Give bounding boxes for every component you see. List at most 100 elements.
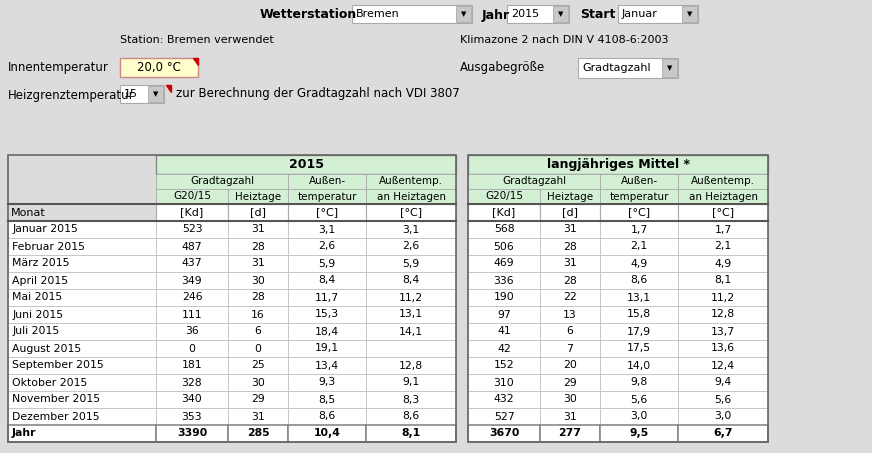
Text: 8,5: 8,5 xyxy=(318,395,336,405)
Text: 17,5: 17,5 xyxy=(627,343,651,353)
Text: 469: 469 xyxy=(494,259,514,269)
Bar xyxy=(156,174,288,189)
Text: 3390: 3390 xyxy=(177,429,208,439)
Bar xyxy=(600,391,678,408)
Bar xyxy=(600,255,678,272)
Bar xyxy=(678,323,768,340)
Text: 3,0: 3,0 xyxy=(714,411,732,421)
Bar xyxy=(468,155,768,174)
Bar xyxy=(288,272,366,289)
Text: 11,7: 11,7 xyxy=(315,293,339,303)
Bar xyxy=(600,408,678,425)
Bar xyxy=(468,204,540,221)
Bar xyxy=(682,6,697,22)
Text: 20: 20 xyxy=(563,361,577,371)
Text: 8,1: 8,1 xyxy=(401,429,420,439)
Bar xyxy=(600,323,678,340)
Text: 353: 353 xyxy=(181,411,202,421)
Text: 5,9: 5,9 xyxy=(402,259,419,269)
Text: ▼: ▼ xyxy=(153,91,159,97)
Text: 20,0 °C: 20,0 °C xyxy=(137,61,181,73)
Bar xyxy=(618,5,698,23)
Bar xyxy=(156,189,228,204)
Text: Mai 2015: Mai 2015 xyxy=(12,293,62,303)
Text: 349: 349 xyxy=(181,275,202,285)
Bar xyxy=(540,289,600,306)
Text: 9,1: 9,1 xyxy=(402,377,419,387)
Text: 2,6: 2,6 xyxy=(318,241,336,251)
Bar xyxy=(228,238,288,255)
Text: 8,1: 8,1 xyxy=(714,275,732,285)
Text: 2,1: 2,1 xyxy=(630,241,648,251)
Text: temperatur: temperatur xyxy=(297,192,357,202)
Bar xyxy=(678,255,768,272)
Text: [°C]: [°C] xyxy=(400,207,422,217)
Text: 9,5: 9,5 xyxy=(630,429,649,439)
Text: 16: 16 xyxy=(251,309,265,319)
Text: Bremen: Bremen xyxy=(356,9,399,19)
Text: 8,3: 8,3 xyxy=(402,395,419,405)
Bar xyxy=(8,340,156,357)
Text: 3,1: 3,1 xyxy=(318,225,336,235)
Text: Monat: Monat xyxy=(11,207,45,217)
Bar xyxy=(228,408,288,425)
Bar xyxy=(540,306,600,323)
Text: 13: 13 xyxy=(563,309,577,319)
Text: 328: 328 xyxy=(181,377,202,387)
Bar xyxy=(366,323,456,340)
Bar xyxy=(600,204,678,221)
Text: 15,8: 15,8 xyxy=(627,309,651,319)
Text: 31: 31 xyxy=(563,225,577,235)
Bar xyxy=(366,340,456,357)
Text: 8,6: 8,6 xyxy=(630,275,648,285)
Text: 42: 42 xyxy=(497,343,511,353)
Text: Februar 2015: Februar 2015 xyxy=(12,241,85,251)
Text: Januar 2015: Januar 2015 xyxy=(12,225,78,235)
Text: Start: Start xyxy=(580,9,616,21)
Bar xyxy=(540,204,600,221)
Bar xyxy=(8,391,156,408)
Text: 12,8: 12,8 xyxy=(711,309,735,319)
Bar xyxy=(678,272,768,289)
Text: Innentemperatur: Innentemperatur xyxy=(8,62,109,74)
Bar xyxy=(366,408,456,425)
Bar xyxy=(8,155,456,442)
Text: 31: 31 xyxy=(251,259,265,269)
Bar xyxy=(288,289,366,306)
Text: 8,6: 8,6 xyxy=(402,411,419,421)
Bar xyxy=(228,255,288,272)
Text: Juni 2015: Juni 2015 xyxy=(12,309,63,319)
Bar xyxy=(352,5,472,23)
Text: 0: 0 xyxy=(188,343,195,353)
Text: 5,6: 5,6 xyxy=(630,395,648,405)
Bar xyxy=(228,189,288,204)
Bar xyxy=(156,425,228,442)
Bar xyxy=(366,221,456,238)
Bar xyxy=(678,425,768,442)
Bar xyxy=(288,340,366,357)
Text: an Heiztagen: an Heiztagen xyxy=(689,192,758,202)
Bar xyxy=(288,323,366,340)
Bar xyxy=(288,255,366,272)
Text: 9,4: 9,4 xyxy=(714,377,732,387)
Bar xyxy=(456,6,471,22)
Text: 19,1: 19,1 xyxy=(315,343,339,353)
Bar xyxy=(468,155,768,442)
Text: Außentemp.: Außentemp. xyxy=(379,177,443,187)
Text: 28: 28 xyxy=(563,275,577,285)
Bar xyxy=(8,289,156,306)
Text: Januar: Januar xyxy=(622,9,657,19)
Bar xyxy=(366,272,456,289)
Text: [d]: [d] xyxy=(562,207,578,217)
Bar xyxy=(366,255,456,272)
Bar xyxy=(228,289,288,306)
Text: 3,0: 3,0 xyxy=(630,411,648,421)
Bar xyxy=(468,221,540,238)
Bar xyxy=(8,408,156,425)
Bar xyxy=(366,204,456,221)
Bar xyxy=(468,306,540,323)
Text: 15,3: 15,3 xyxy=(315,309,339,319)
Text: 2015: 2015 xyxy=(289,158,324,171)
Text: August 2015: August 2015 xyxy=(12,343,81,353)
Bar xyxy=(468,189,540,204)
